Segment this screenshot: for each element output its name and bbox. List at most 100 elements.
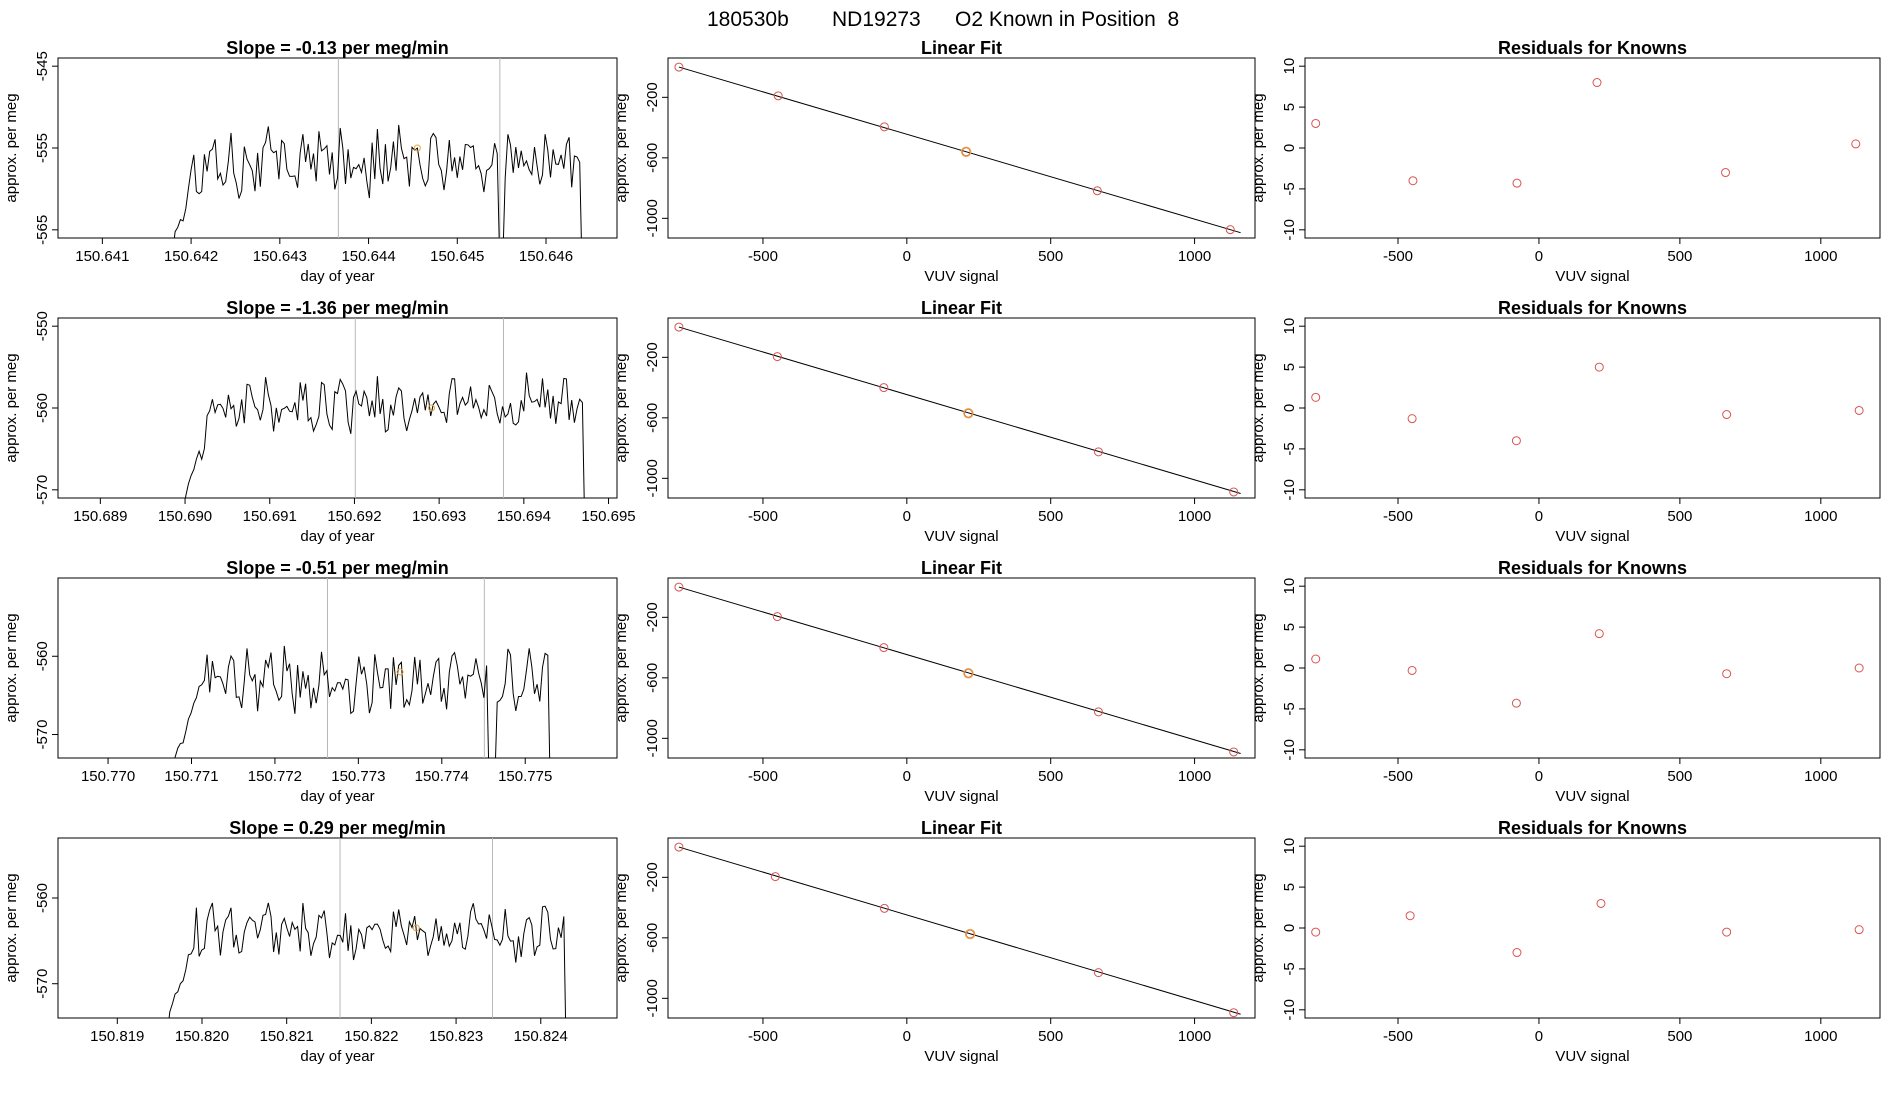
x-tick-label: 1000	[1804, 768, 1837, 785]
x-tick-label: 0	[903, 1028, 911, 1045]
known-point-highlight	[960, 146, 972, 157]
panel-row3-linear-fit: Linear Fit -500 0 500 1000 -200 -600 -1000 VUV s…	[613, 558, 1256, 805]
calibration-point	[1093, 447, 1103, 457]
calibration-point	[1721, 168, 1731, 178]
y-tick-label: -10	[1281, 739, 1298, 761]
x-tick-label: 150.692	[327, 508, 381, 525]
calibration-point	[1594, 362, 1604, 372]
panel-row3-time-series: Slope = -0.51 per meg/min 150.770 150.771 1…	[3, 558, 618, 805]
plot-area	[674, 62, 1241, 235]
y-tick-label: -5	[1281, 962, 1298, 975]
x-axis-label: day of year	[300, 1048, 374, 1065]
y-tick-label: -10	[1281, 999, 1298, 1021]
y-axis-label: approx. per meg	[1250, 613, 1267, 722]
y-axis-label: approx. per meg	[613, 93, 630, 202]
y-tick-label: -1000	[644, 979, 661, 1017]
plot-frame	[667, 57, 1256, 239]
y-tick-label: 0	[1281, 664, 1298, 672]
calibration-point	[1854, 925, 1864, 935]
x-tick-label: 150.822	[344, 1028, 398, 1045]
x-tick-label: 150.694	[497, 508, 551, 525]
linear-fit-line	[678, 586, 1241, 754]
x-tick-label: 150.693	[412, 508, 466, 525]
y-tick-label: 0	[1281, 404, 1298, 412]
calibration-point	[1512, 948, 1522, 958]
x-tick-label: 1000	[1178, 1028, 1211, 1045]
y-tick-label: 5	[1281, 363, 1298, 371]
x-tick-label: 1000	[1178, 248, 1211, 265]
calibration-point	[772, 612, 782, 622]
time-series-trace	[173, 124, 582, 238]
x-axis-label: VUV signal	[1555, 788, 1629, 805]
y-tick-label: -10	[1281, 219, 1298, 241]
y-tick-label: 10	[1281, 58, 1298, 75]
known-point-highlight	[963, 408, 974, 419]
calibration-point	[1407, 414, 1417, 424]
panel-row2-linear-fit: Linear Fit -500 0 500 1000 -200 -600 -1000 VUV s…	[613, 298, 1256, 545]
panel-title: Residuals for Knowns	[1498, 558, 1687, 578]
x-axis-label: day of year	[300, 268, 374, 285]
y-tick-label: 10	[1281, 838, 1298, 855]
panel-title: Residuals for Knowns	[1498, 298, 1687, 318]
y-tick-label: -570	[34, 475, 51, 505]
calibration-point	[879, 122, 889, 132]
x-tick-label: 150.691	[243, 508, 297, 525]
y-tick-label: -570	[34, 969, 51, 999]
x-axis-label: VUV signal	[924, 528, 998, 545]
x-axis-label: VUV signal	[924, 788, 998, 805]
x-tick-label: 0	[1535, 768, 1543, 785]
calibration-point	[674, 582, 684, 592]
x-tick-label: -500	[1383, 768, 1413, 785]
calibration-point	[879, 383, 889, 393]
y-tick-label: -200	[644, 82, 661, 112]
known-position-marker	[428, 404, 436, 412]
calibration-point	[674, 62, 684, 72]
panel-title: Linear Fit	[921, 818, 1002, 838]
calibration-point	[770, 872, 780, 882]
y-tick-label: -5	[1281, 702, 1298, 715]
calibration-point	[674, 322, 684, 332]
plot-area	[674, 322, 1241, 497]
panel-title: Slope = -0.13 per meg/min	[226, 38, 449, 58]
x-tick-label: 150.820	[175, 1028, 229, 1045]
x-tick-label: 0	[903, 508, 911, 525]
y-tick-label: -200	[644, 602, 661, 632]
x-tick-label: 150.643	[253, 248, 307, 265]
panel-row1-residuals: Residuals for Knowns -500 0 500 1000 10 5 0 -5 -1…	[1250, 38, 1881, 285]
calibration-point	[1092, 186, 1102, 196]
x-axis-label: VUV signal	[1555, 528, 1629, 545]
known-position-marker	[412, 924, 420, 932]
y-axis-label: approx. per meg	[613, 873, 630, 982]
x-tick-label: 150.770	[81, 768, 135, 785]
x-tick-label: 500	[1038, 768, 1063, 785]
calibration-point	[1311, 927, 1321, 937]
x-tick-label: 0	[1535, 1028, 1543, 1045]
plot-area	[1311, 362, 1864, 446]
y-tick-label: -570	[34, 720, 51, 750]
known-point-highlight	[964, 928, 976, 940]
x-tick-label: 150.644	[341, 248, 395, 265]
y-tick-label: -600	[644, 663, 661, 693]
figure-title-run: 180530b	[707, 8, 789, 31]
x-tick-label: 150.689	[73, 508, 127, 525]
y-axis-label: approx. per meg	[613, 353, 630, 462]
panel-row2-time-series: Slope = -1.36 per meg/min 150.689 150.690 1…	[3, 298, 636, 545]
calibration-point	[1311, 118, 1321, 128]
y-tick-label: -550	[34, 311, 51, 341]
x-tick-label: -500	[1383, 508, 1413, 525]
calibration-point	[1722, 410, 1732, 420]
plot-area	[173, 58, 582, 238]
x-tick-label: 1000	[1804, 508, 1837, 525]
x-tick-label: 0	[1535, 508, 1543, 525]
linear-fit-line	[678, 326, 1241, 494]
y-axis-label: approx. per meg	[613, 613, 630, 722]
y-axis-label: approx. per meg	[3, 873, 20, 982]
figure-title-position: O2 Known in Position 8	[955, 8, 1179, 31]
x-tick-label: 150.690	[158, 508, 212, 525]
x-tick-label: 150.646	[519, 248, 573, 265]
x-tick-label: 150.773	[331, 768, 385, 785]
plot-frame	[667, 317, 1256, 499]
known-position-marker	[396, 668, 404, 676]
calibration-point	[1229, 487, 1239, 497]
calibration-point	[1229, 747, 1239, 757]
